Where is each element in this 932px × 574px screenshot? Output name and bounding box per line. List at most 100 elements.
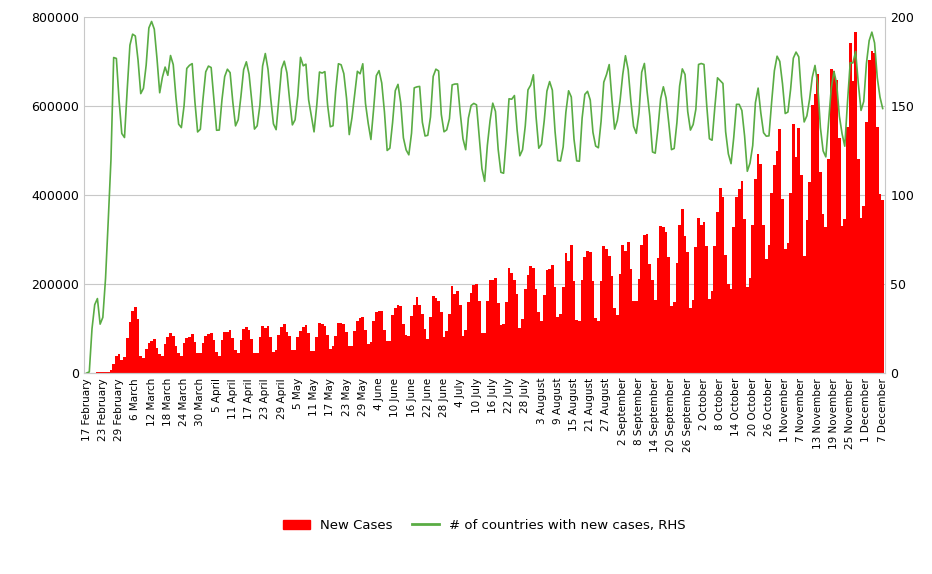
Bar bbox=[556, 317, 559, 373]
Bar bbox=[404, 335, 407, 373]
Bar bbox=[714, 246, 716, 373]
Bar bbox=[427, 339, 429, 373]
Bar bbox=[686, 252, 689, 373]
Bar bbox=[107, 371, 110, 373]
Bar bbox=[113, 363, 115, 373]
Bar bbox=[825, 227, 828, 373]
Bar bbox=[757, 154, 760, 373]
Bar bbox=[459, 305, 461, 373]
Bar bbox=[456, 292, 459, 373]
Bar bbox=[353, 331, 356, 373]
Bar bbox=[410, 316, 413, 373]
Bar bbox=[170, 333, 171, 373]
Bar bbox=[751, 224, 754, 373]
Bar bbox=[876, 127, 879, 373]
Bar bbox=[137, 319, 140, 373]
Bar bbox=[822, 214, 825, 373]
Bar bbox=[733, 227, 735, 373]
Bar bbox=[721, 197, 724, 373]
Bar bbox=[261, 325, 264, 373]
Legend: New Cases, # of countries with new cases, RHS: New Cases, # of countries with new cases… bbox=[278, 514, 692, 537]
Bar bbox=[629, 269, 632, 373]
Bar bbox=[852, 81, 855, 373]
Bar bbox=[599, 281, 602, 373]
Bar bbox=[267, 326, 269, 373]
Bar bbox=[337, 323, 340, 373]
Bar bbox=[383, 330, 386, 373]
Bar bbox=[308, 333, 310, 373]
Bar bbox=[787, 243, 789, 373]
Bar bbox=[694, 247, 697, 373]
Bar bbox=[643, 235, 646, 373]
Bar bbox=[811, 104, 814, 373]
Bar bbox=[283, 324, 285, 373]
Bar bbox=[315, 338, 318, 373]
Bar bbox=[554, 287, 556, 373]
Bar bbox=[240, 340, 242, 373]
Bar bbox=[762, 224, 765, 373]
Bar bbox=[738, 189, 741, 373]
Bar bbox=[846, 127, 849, 373]
Bar bbox=[654, 300, 656, 373]
Bar bbox=[440, 312, 443, 373]
Bar bbox=[197, 353, 199, 373]
Bar bbox=[608, 256, 610, 373]
Bar bbox=[768, 245, 771, 373]
Bar bbox=[578, 321, 581, 373]
Bar bbox=[778, 129, 781, 373]
Bar bbox=[754, 179, 757, 373]
Bar bbox=[570, 245, 572, 373]
Bar bbox=[637, 278, 640, 373]
Bar bbox=[882, 200, 884, 373]
Bar bbox=[418, 305, 421, 373]
Bar bbox=[226, 332, 228, 373]
Bar bbox=[475, 284, 478, 373]
Bar bbox=[158, 354, 161, 373]
Bar bbox=[473, 285, 475, 373]
Bar bbox=[741, 181, 743, 373]
Bar bbox=[541, 321, 542, 373]
Bar bbox=[370, 342, 372, 373]
Bar bbox=[183, 343, 185, 373]
Bar bbox=[470, 293, 473, 373]
Bar bbox=[245, 327, 248, 373]
Bar bbox=[491, 280, 494, 373]
Bar bbox=[424, 329, 427, 373]
Bar bbox=[595, 317, 597, 373]
Bar bbox=[681, 209, 684, 373]
Bar bbox=[156, 348, 158, 373]
Bar bbox=[802, 256, 805, 373]
Bar bbox=[340, 323, 342, 373]
Bar bbox=[676, 263, 678, 373]
Bar bbox=[586, 251, 589, 373]
Bar bbox=[167, 338, 170, 373]
Bar bbox=[581, 280, 583, 373]
Bar bbox=[177, 353, 180, 373]
Bar bbox=[191, 334, 194, 373]
Bar bbox=[129, 322, 131, 373]
Bar bbox=[511, 273, 514, 373]
Bar bbox=[697, 218, 700, 373]
Bar bbox=[651, 280, 654, 373]
Bar bbox=[781, 199, 784, 373]
Bar bbox=[237, 353, 240, 373]
Bar bbox=[142, 358, 144, 373]
Bar bbox=[123, 356, 126, 373]
Bar bbox=[602, 246, 605, 373]
Bar bbox=[248, 330, 251, 373]
Bar bbox=[221, 340, 224, 373]
Bar bbox=[416, 297, 418, 373]
Bar bbox=[305, 325, 308, 373]
Bar bbox=[299, 331, 302, 373]
Bar bbox=[188, 337, 191, 373]
Bar bbox=[448, 314, 451, 373]
Bar bbox=[131, 311, 134, 373]
Bar bbox=[568, 261, 570, 373]
Bar bbox=[656, 258, 659, 373]
Bar bbox=[719, 188, 721, 373]
Bar bbox=[706, 246, 708, 373]
Bar bbox=[843, 219, 846, 373]
Bar bbox=[500, 325, 502, 373]
Bar bbox=[689, 308, 692, 373]
Bar bbox=[321, 324, 323, 373]
